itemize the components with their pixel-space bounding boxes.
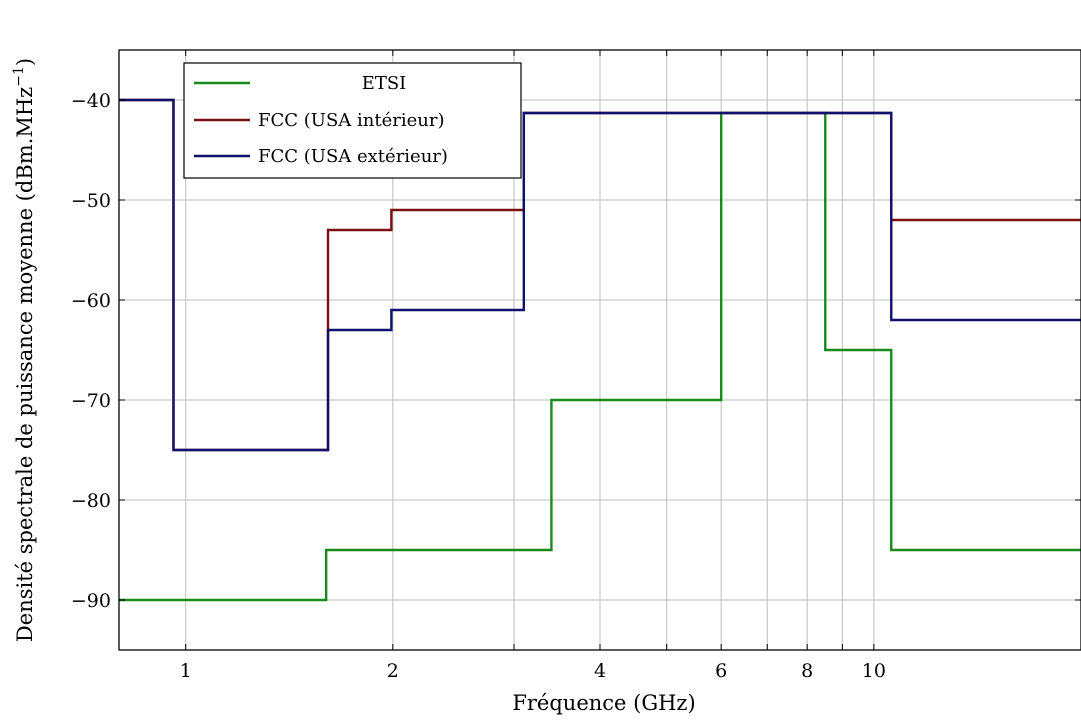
- y-tick-label: −40: [71, 90, 111, 112]
- y-tick-label: −60: [71, 290, 111, 312]
- x-tick-label: 2: [387, 660, 399, 682]
- series-layer: [119, 98, 1081, 602]
- y-axis-title-main: Densité spectrale de puissance moyenne (…: [13, 87, 37, 642]
- legend: ETSI FCC (USA intérieur) FCC (USA extéri…: [183, 62, 522, 179]
- x-tick-label: 6: [715, 660, 727, 682]
- y-tick-label: −80: [71, 490, 111, 512]
- x-axis-title: Fréquence (GHz): [512, 691, 695, 715]
- x-tick-label: 8: [801, 660, 813, 682]
- series-line-fcc-outdoor: [119, 98, 1081, 452]
- series-line-etsi: [119, 111, 1081, 602]
- y-axis-title: Densité spectrale de puissance moyenne (…: [11, 58, 37, 642]
- x-tick-label: 10: [862, 660, 886, 682]
- y-tick-label: −50: [71, 190, 111, 212]
- legend-label-etsi: ETSI: [362, 73, 407, 94]
- x-tick-label: 1: [180, 660, 192, 682]
- legend-label-fcc-indoor: FCC (USA intérieur): [258, 110, 444, 131]
- legend-label-fcc-outdoor: FCC (USA extérieur): [258, 146, 448, 167]
- y-axis-title-close: ): [13, 58, 37, 66]
- y-tick-label: −90: [71, 590, 111, 612]
- x-tick-label: 4: [594, 660, 606, 682]
- ticks: 1 2 4 6 8 10 −40 −50 −60 −70 −80 −90: [71, 50, 1081, 682]
- y-axis-title-superscript: −1: [11, 66, 27, 87]
- y-tick-label: −70: [71, 390, 111, 412]
